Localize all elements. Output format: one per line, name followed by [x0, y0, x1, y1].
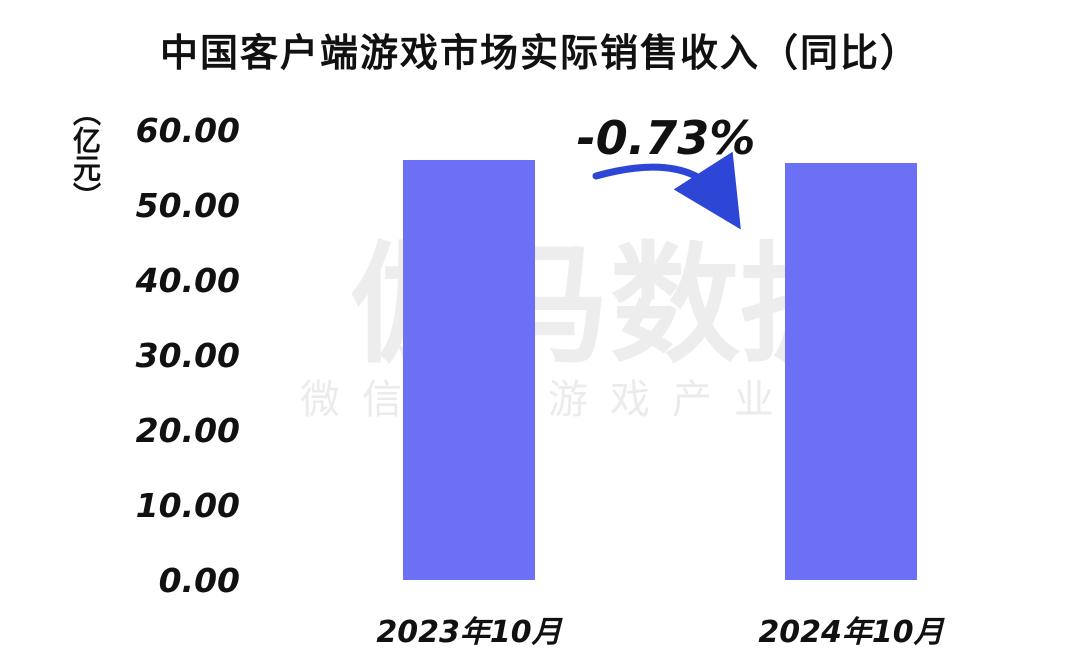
x-tick-label: 2024年10月: [758, 615, 945, 650]
bars: [403, 160, 917, 580]
y-axis-ticks: 0.00 10.00 20.00 30.00 40.00 50.00 60.00: [135, 111, 240, 600]
x-axis-ticks: 2023年10月 2024年10月: [376, 615, 945, 650]
y-tick-label: 50.00: [136, 186, 240, 225]
y-tick-label: 20.00: [136, 411, 240, 450]
y-axis-unit-label: （亿元）: [69, 98, 102, 210]
bar-2: [785, 163, 917, 580]
x-tick-label: 2023年10月: [376, 615, 563, 650]
y-tick-label: 10.00: [136, 486, 240, 525]
chart-title: 中国客户端游戏市场实际销售收入（同比）: [159, 31, 920, 75]
change-arrow: [592, 151, 741, 230]
y-tick-label: 30.00: [136, 336, 240, 375]
y-tick-label: 60.00: [136, 111, 240, 150]
y-tick-label: 40.00: [135, 261, 240, 300]
change-percent-label: -0.73%: [577, 111, 756, 165]
bar-1: [403, 160, 535, 580]
change-annotation: -0.73%: [577, 111, 756, 230]
y-tick-label: 0.00: [159, 561, 240, 600]
